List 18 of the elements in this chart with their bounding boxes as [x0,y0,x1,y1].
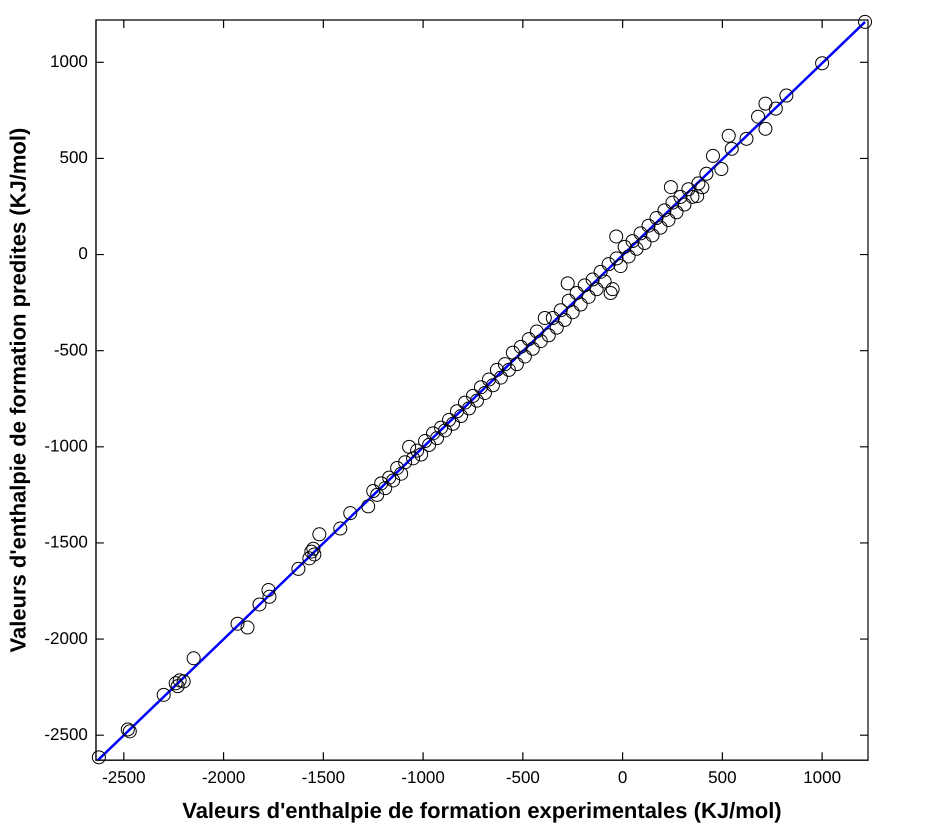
y-tick-label: 500 [60,148,88,168]
x-axis-title: Valeurs d'enthalpie de formation experimentales (KJ/mol) [182,798,782,823]
y-tick-label: -1500 [44,532,88,552]
x-tick-label: -1000 [401,768,445,788]
y-tick-label: 0 [78,244,88,264]
x-tick-label: 1000 [803,768,842,788]
x-tick-label: -2000 [202,768,246,788]
y-tick-label: -2500 [44,724,88,744]
y-tick-label: -500 [54,340,88,360]
x-tick-label: -500 [506,768,540,788]
y-tick-label: -2000 [44,628,88,648]
x-tick-label: -2500 [102,768,146,788]
y-tick-label: -1000 [44,436,88,456]
x-tick-label: -1500 [302,768,346,788]
x-tick-label: 0 [618,768,628,788]
y-tick-label: 1000 [50,52,88,71]
x-tick-label: 500 [708,768,737,788]
y-axis-title: Valeurs d'enthalpie de formation predites (KJ/mol) [5,128,30,652]
